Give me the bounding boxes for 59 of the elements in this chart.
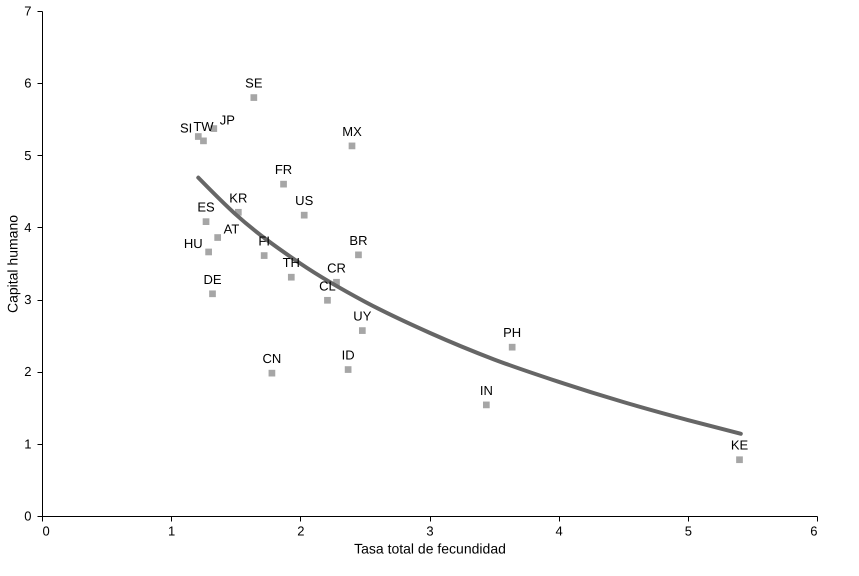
annotation: DE	[203, 272, 222, 287]
point	[355, 251, 362, 258]
annotation: SE	[245, 76, 263, 91]
point	[214, 234, 222, 241]
annotation: ES	[197, 200, 216, 215]
annotation: BR	[349, 232, 368, 248]
point	[209, 290, 216, 298]
x-tick-label: 6	[810, 524, 818, 538]
point	[344, 366, 352, 373]
point	[202, 218, 210, 226]
annotation: US	[295, 193, 314, 208]
x-tick-label: 1	[168, 524, 176, 538]
y-axis-title: Capital humano	[4, 214, 20, 314]
x-tick-label: 3	[426, 524, 434, 538]
annotation: JP	[220, 112, 235, 128]
annotation: AT	[224, 222, 240, 237]
annotation: UY	[353, 308, 372, 324]
y-tick-label: 2	[24, 364, 32, 380]
point	[205, 248, 212, 256]
x-tick-label: 4	[556, 524, 563, 538]
point	[300, 212, 308, 219]
annotation: ID	[342, 348, 355, 363]
point	[260, 252, 268, 259]
y-tick-label: 4	[24, 220, 32, 235]
x-tick-label: 0	[42, 524, 50, 538]
annotation: SI	[180, 120, 192, 136]
annotation: IN	[480, 382, 493, 398]
point	[358, 327, 366, 334]
annotation: PH	[503, 325, 522, 340]
point	[280, 180, 287, 188]
point	[736, 456, 743, 464]
point	[508, 344, 516, 351]
annotation: HU	[184, 236, 203, 251]
annotation: KE	[730, 438, 748, 453]
point	[268, 370, 276, 377]
y-tick-label: 3	[24, 292, 32, 308]
y-tick-label: 0	[24, 508, 32, 524]
point	[200, 138, 207, 144]
y-tick-label: 6	[24, 76, 32, 91]
x-tick-label: 5	[684, 524, 692, 538]
y-tick-label: 5	[24, 148, 32, 163]
point	[482, 402, 490, 408]
point	[324, 296, 331, 304]
point	[194, 133, 202, 140]
annotation: MX	[342, 124, 362, 139]
annotation: CR	[327, 260, 346, 276]
point	[348, 142, 356, 150]
y-tick-label: 1	[24, 436, 32, 452]
x-axis-title: Tasa total de fecundidad	[354, 540, 506, 556]
annotation: FR	[274, 162, 292, 178]
annotation: TW	[193, 118, 214, 134]
x-tick-label: 2	[297, 524, 304, 538]
point	[250, 94, 258, 101]
y-tick-label: 7	[24, 4, 32, 18]
point	[288, 274, 295, 281]
annotation: TH	[282, 255, 300, 270]
annotation: CL	[319, 278, 336, 294]
annotation: KR	[229, 190, 248, 206]
annotation: CN	[262, 351, 282, 366]
